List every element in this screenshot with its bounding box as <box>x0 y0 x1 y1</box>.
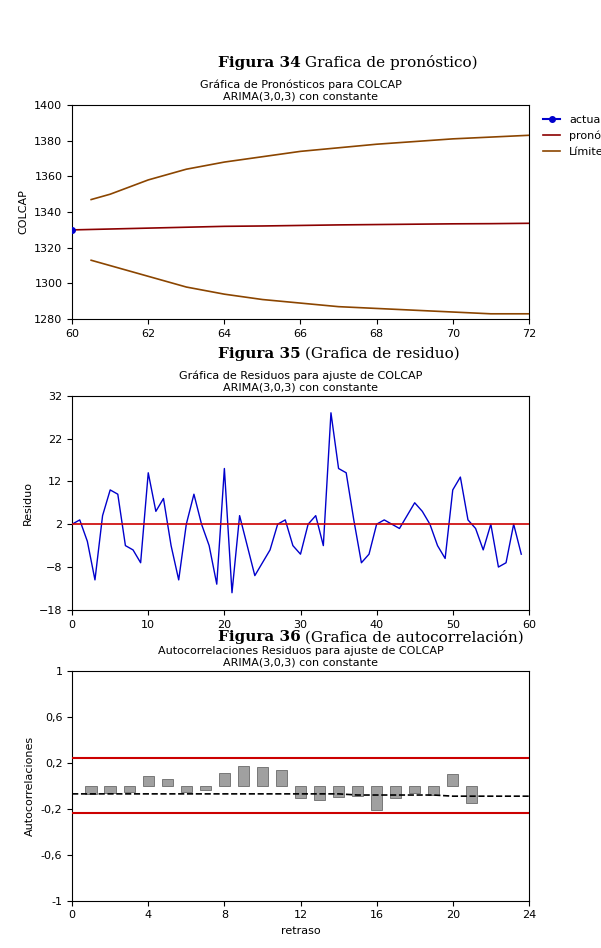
Text: Figura 36: Figura 36 <box>218 630 300 645</box>
Bar <box>200 786 211 791</box>
Title: Gráfica de Residuos para ajuste de COLCAP
ARIMA(3,0,3) con constante: Gráfica de Residuos para ajuste de COLCA… <box>179 370 422 392</box>
Legend: actual, pronóst, Límites: actual, pronóst, Límites <box>539 111 601 161</box>
Y-axis label: COLCAP: COLCAP <box>19 190 29 234</box>
Text: (Grafica de autocorrelación): (Grafica de autocorrelación) <box>300 630 524 645</box>
Y-axis label: Autocorrelaciones: Autocorrelaciones <box>25 736 35 836</box>
Bar <box>371 786 382 810</box>
Bar <box>124 786 135 792</box>
Text: (Grafica de residuo): (Grafica de residuo) <box>300 347 460 360</box>
Bar <box>162 779 173 786</box>
Bar <box>466 786 478 803</box>
Y-axis label: Residuo: Residuo <box>23 481 33 525</box>
Bar <box>142 775 154 786</box>
Title: Autocorrelaciones Residuos para ajuste de COLCAP
ARIMA(3,0,3) con constante: Autocorrelaciones Residuos para ajuste d… <box>157 646 444 667</box>
Title: Gráfica de Pronósticos para COLCAP
ARIMA(3,0,3) con constante: Gráfica de Pronósticos para COLCAP ARIMA… <box>200 80 401 101</box>
Bar <box>409 786 421 793</box>
Bar <box>276 770 287 786</box>
Bar <box>257 768 268 786</box>
Bar <box>105 786 116 793</box>
Bar <box>333 786 344 797</box>
Text: Grafica de pronóstico): Grafica de pronóstico) <box>300 55 478 70</box>
X-axis label: retraso: retraso <box>281 926 320 936</box>
Bar <box>352 786 363 796</box>
Bar <box>181 786 192 792</box>
Bar <box>447 775 459 786</box>
Bar <box>219 774 230 786</box>
Bar <box>390 786 401 798</box>
Text: Figura 35: Figura 35 <box>218 347 300 360</box>
Text: Figura 34: Figura 34 <box>218 56 300 70</box>
Bar <box>237 766 249 786</box>
Bar <box>314 786 325 799</box>
Bar <box>428 786 439 795</box>
Bar <box>85 786 97 793</box>
Bar <box>294 786 306 798</box>
